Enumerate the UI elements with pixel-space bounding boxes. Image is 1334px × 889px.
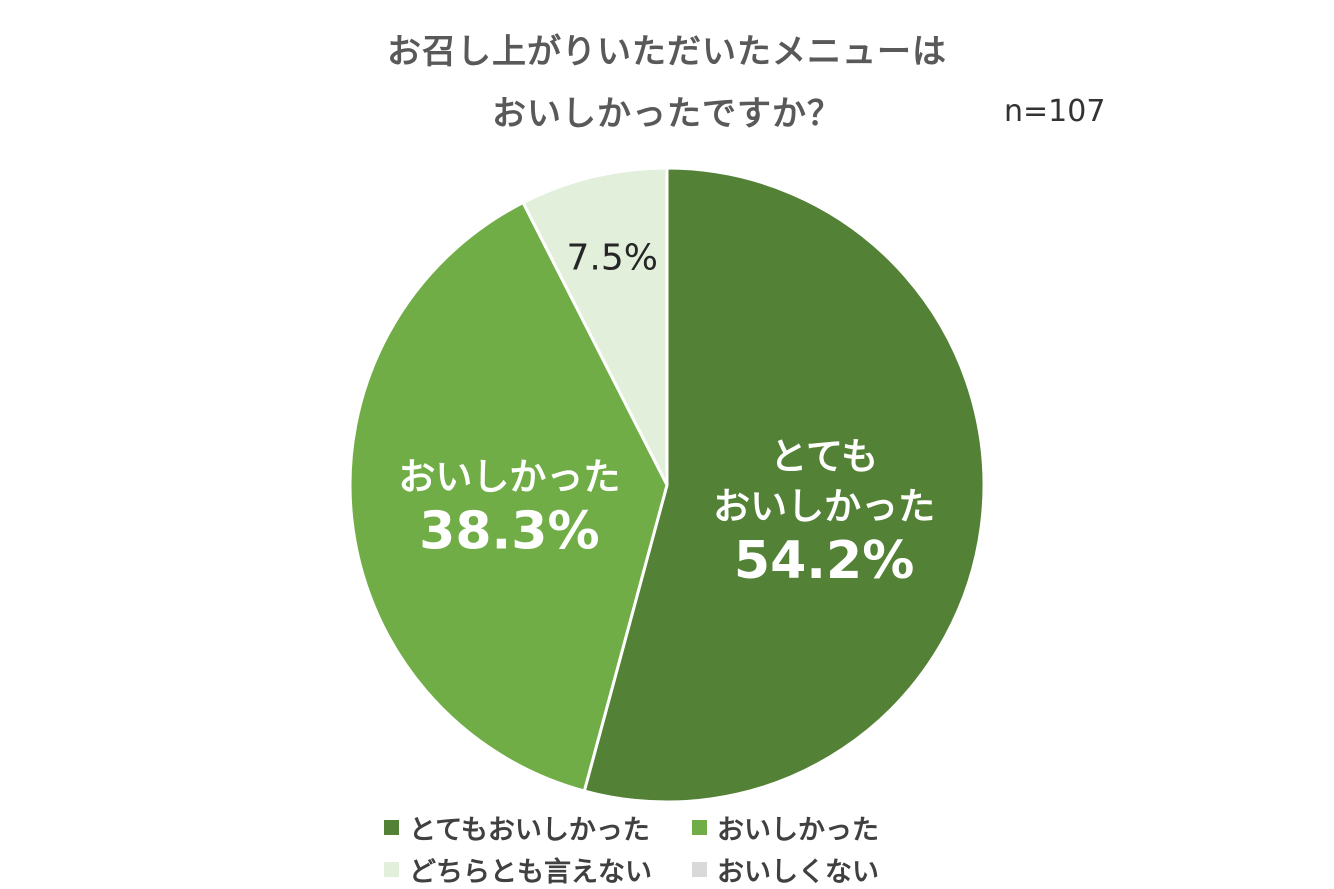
data-label-2-value: 7.5% bbox=[567, 238, 658, 279]
legend-item-good: おいしかった bbox=[692, 808, 879, 847]
legend-label-good: おいしかった bbox=[717, 815, 879, 846]
data-label-2: 7.5% bbox=[567, 238, 658, 279]
data-label-1-value: 38.3% bbox=[419, 501, 599, 561]
sample-size-label: n=107 bbox=[1004, 94, 1106, 129]
data-label-1-line-0: おいしかった bbox=[398, 455, 620, 498]
legend-swatch-good bbox=[692, 820, 707, 835]
legend-item-neutral: どちらとも言えない bbox=[384, 850, 652, 889]
legend-swatch-not-good bbox=[692, 862, 707, 877]
legend-label-very-good: とてもおいしかった bbox=[409, 815, 650, 846]
legend-label-not-good: おいしくない bbox=[717, 857, 879, 888]
legend-swatch-neutral bbox=[384, 862, 399, 877]
legend-item-not-good: おいしくない bbox=[692, 850, 879, 889]
legend-item-very-good: とてもおいしかった bbox=[384, 808, 650, 847]
legend-label-neutral: どちらとも言えない bbox=[409, 857, 652, 888]
pie-slice-0 bbox=[582, 166, 986, 804]
data-label-0-line-1: おいしかった bbox=[713, 485, 935, 528]
data-label-0-value: 54.2% bbox=[734, 531, 914, 591]
legend-swatch-very-good bbox=[384, 820, 399, 835]
chart-title-line-2: おいしかったですか？ bbox=[492, 94, 842, 134]
pie-slice-2 bbox=[521, 166, 669, 486]
data-label-0-line-0: とても bbox=[770, 435, 878, 478]
chart-title-line-1: お召し上がりいただいたメニューは bbox=[387, 32, 947, 72]
pie-slice-1 bbox=[348, 200, 669, 793]
